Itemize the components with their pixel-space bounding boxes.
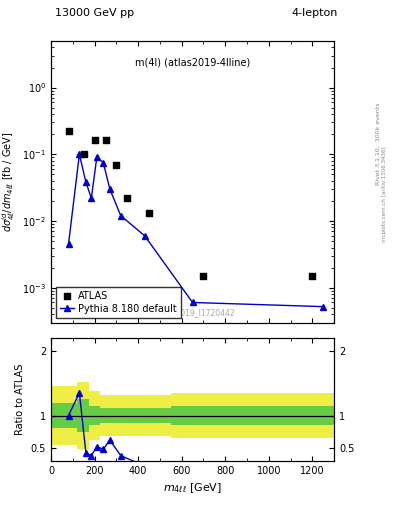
- Pythia 8.180 default: [118, 212, 123, 219]
- ATLAS: [65, 127, 72, 136]
- Y-axis label: $d\sigma^{id}_{4\ell}/dm_{4\ell\ell}$ [fb / GeV]: $d\sigma^{id}_{4\ell}/dm_{4\ell\ell}$ [f…: [0, 132, 17, 232]
- Y-axis label: Ratio to ATLAS: Ratio to ATLAS: [15, 364, 25, 435]
- Text: 4-lepton: 4-lepton: [292, 8, 338, 18]
- ATLAS: [309, 272, 316, 280]
- Pythia 8.180 default: [77, 151, 82, 157]
- Pythia 8.180 default: [190, 300, 195, 306]
- Pythia 8.180 default: [321, 304, 325, 310]
- Legend: ATLAS, Pythia 8.180 default: ATLAS, Pythia 8.180 default: [56, 287, 181, 318]
- Pythia 8.180 default: [89, 195, 94, 201]
- ATLAS: [92, 136, 98, 144]
- ATLAS: [102, 136, 108, 144]
- ATLAS: [200, 272, 207, 280]
- X-axis label: $m_{4\ell\ell}$ [GeV]: $m_{4\ell\ell}$ [GeV]: [163, 481, 222, 495]
- Text: Rivet 3.1.10,  300k events: Rivet 3.1.10, 300k events: [376, 102, 380, 185]
- Pythia 8.180 default: [84, 179, 88, 185]
- Pythia 8.180 default: [101, 160, 106, 166]
- Text: ATLAS_2019_I1720442: ATLAS_2019_I1720442: [149, 308, 236, 317]
- Pythia 8.180 default: [94, 154, 99, 160]
- ATLAS: [113, 161, 119, 169]
- Text: 13000 GeV pp: 13000 GeV pp: [55, 8, 134, 18]
- Text: mcplots.cern.ch [arXiv:1306.3436]: mcplots.cern.ch [arXiv:1306.3436]: [382, 147, 387, 242]
- ATLAS: [124, 194, 130, 202]
- Text: m(4l) (atlas2019-4lline): m(4l) (atlas2019-4lline): [135, 58, 250, 68]
- Pythia 8.180 default: [142, 233, 147, 239]
- ATLAS: [146, 209, 152, 218]
- Pythia 8.180 default: [66, 241, 71, 247]
- Pythia 8.180 default: [108, 186, 112, 192]
- ATLAS: [81, 150, 87, 158]
- Line: Pythia 8.180 default: Pythia 8.180 default: [66, 152, 326, 309]
